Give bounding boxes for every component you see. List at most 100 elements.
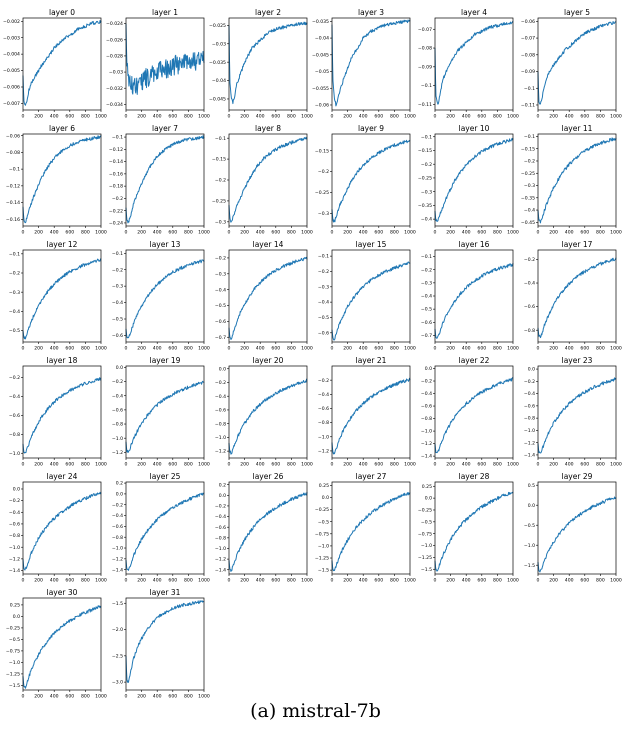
x-tick-label: 1000: [301, 578, 313, 584]
subplot-31: layer 31 0 200 400 600 800 1000 −1.5 −2.0 −2.5 −3.…: [112, 588, 210, 700]
y-tick-label: 0.25: [10, 603, 20, 609]
x-tick-label: 1000: [198, 230, 210, 236]
y-tick-label: −0.032: [106, 86, 123, 92]
y-tick-label: −0.2: [524, 159, 535, 165]
y-tick-label: 0.0: [219, 493, 226, 499]
y-tick-label: −0.007: [3, 101, 20, 107]
y-tick-label: −0.8: [215, 421, 226, 427]
subplot-title: layer 8: [255, 124, 281, 133]
y-tick-label: −0.5: [215, 303, 226, 309]
x-tick-label: 1000: [404, 346, 416, 352]
x-tick-label: 0: [537, 346, 540, 352]
y-tick-label: −2.0: [112, 627, 123, 633]
subplot-title: layer 23: [562, 356, 593, 365]
y-tick-label: −1.0: [421, 543, 432, 549]
x-tick-label: 1000: [507, 578, 519, 584]
x-tick-label: 600: [374, 578, 383, 584]
y-tick-label: −0.2: [318, 378, 329, 384]
x-tick-label: 800: [81, 462, 90, 468]
y-tick-label: −0.034: [106, 102, 123, 108]
subplot-title: layer 17: [562, 240, 593, 249]
y-tick-label: 0.0: [219, 366, 226, 372]
plot-frame: [228, 133, 308, 227]
plot-frame: [125, 597, 205, 691]
x-tick-label: 600: [65, 694, 74, 700]
y-tick-label: −0.3: [9, 290, 20, 296]
y-tick-label: −0.6: [9, 522, 20, 528]
x-tick-label: 800: [287, 230, 296, 236]
x-tick-label: 1000: [404, 114, 416, 120]
y-tick-label: −0.3: [318, 284, 329, 290]
y-tick-label: −0.6: [318, 330, 329, 336]
x-tick-label: 0: [125, 114, 128, 120]
y-tick-label: −0.2: [9, 375, 20, 381]
x-tick-label: 600: [580, 230, 589, 236]
x-tick-label: 200: [446, 230, 455, 236]
y-tick-label: −0.03: [212, 41, 226, 47]
x-tick-label: 400: [256, 346, 265, 352]
series-line: [125, 23, 205, 95]
y-tick-label: −0.1: [215, 136, 226, 142]
y-tick-label: −1.0: [215, 435, 226, 441]
y-tick-label: −0.3: [421, 189, 432, 195]
x-tick-label: 800: [184, 578, 193, 584]
y-tick-label: −0.2: [318, 169, 329, 175]
y-tick-label: −0.06: [315, 103, 329, 109]
x-tick-label: 800: [81, 230, 90, 236]
y-tick-label: −0.055: [312, 86, 329, 92]
x-tick-label: 600: [271, 230, 280, 236]
y-tick-label: −0.035: [209, 60, 226, 66]
y-tick-label: −0.24: [109, 221, 123, 227]
series-line: [434, 20, 514, 105]
x-tick-label: 400: [50, 230, 59, 236]
y-tick-label: −1.25: [418, 555, 432, 561]
y-tick-label: −0.5: [112, 317, 123, 323]
subplot-title: layer 16: [459, 240, 490, 249]
y-tick-label: −0.16: [109, 171, 123, 177]
x-tick-label: 0: [125, 346, 128, 352]
subplot-title: layer 6: [49, 124, 75, 133]
x-tick-label: 0: [537, 462, 540, 468]
series-line: [22, 135, 102, 224]
subplot-title: layer 13: [150, 240, 181, 249]
y-tick-label: −1.0: [215, 546, 226, 552]
y-tick-label: −0.024: [106, 21, 123, 27]
subplot-7: layer 7 0 200 400 600 800 1000 −0.1 −0.12 −0.14 −0…: [109, 124, 210, 236]
subplot-9: layer 9 0 200 400 600 800 1000 −0.15 −0.2 −0.25 −0…: [315, 124, 416, 236]
y-tick-label: −1.2: [9, 556, 20, 562]
x-tick-label: 1000: [95, 346, 107, 352]
subplot-26: layer 26 0 200 400 600 800 1000 0.2 0.0 −0.2 −0.4 −…: [215, 472, 313, 584]
y-tick-label: −0.6: [318, 406, 329, 412]
subplot-title: layer 1: [152, 8, 178, 17]
series-line: [331, 261, 411, 341]
plot-frame: [537, 249, 617, 343]
x-tick-label: 600: [168, 346, 177, 352]
x-tick-label: 400: [153, 230, 162, 236]
y-tick-label: −0.15: [315, 148, 329, 154]
y-tick-label: −0.14: [109, 159, 123, 165]
y-tick-label: 0.2: [116, 481, 123, 487]
x-tick-label: 1000: [301, 346, 313, 352]
series-line: [228, 136, 308, 223]
x-tick-label: 0: [22, 694, 25, 700]
x-tick-label: 200: [34, 114, 43, 120]
y-tick-label: 0.0: [13, 487, 20, 493]
x-tick-label: 0: [22, 114, 25, 120]
series-line: [537, 496, 617, 573]
x-tick-label: 1000: [404, 578, 416, 584]
series-line: [331, 139, 411, 223]
y-tick-label: −0.2: [215, 380, 226, 386]
y-tick-label: −0.08: [418, 46, 432, 52]
y-tick-label: −1.0: [9, 451, 20, 457]
y-tick-label: −0.2: [524, 379, 535, 385]
x-tick-label: 400: [153, 578, 162, 584]
x-tick-label: 0: [434, 114, 437, 120]
y-tick-label: −0.1: [421, 134, 432, 140]
y-tick-label: −0.6: [421, 404, 432, 410]
x-tick-label: 400: [359, 230, 368, 236]
x-tick-label: 400: [462, 230, 471, 236]
subplot-title: layer 10: [459, 124, 490, 133]
plot-frame: [537, 17, 617, 111]
x-tick-label: 800: [390, 230, 399, 236]
x-tick-label: 600: [477, 462, 486, 468]
